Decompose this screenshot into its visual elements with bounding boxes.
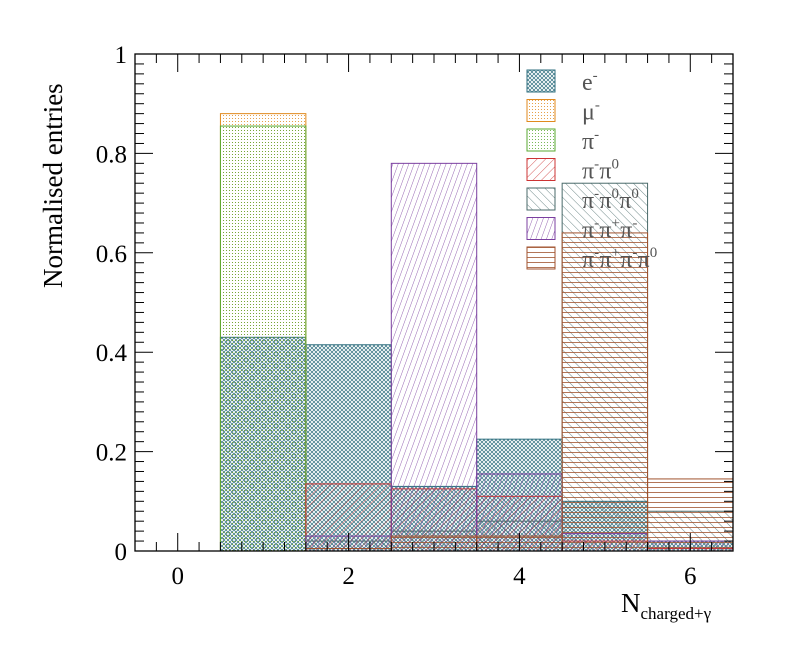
legend-swatch-e- — [526, 69, 556, 93]
x-axis-title-sub: charged+γ — [641, 604, 712, 623]
x-axis-title: Ncharged+γ — [621, 588, 712, 623]
legend-swatch-pi- — [526, 128, 556, 152]
y-tick-label: 0.6 — [96, 241, 127, 268]
x-tick-label: 6 — [684, 563, 697, 590]
bar-pi--bin1 — [219, 125, 307, 552]
legend-label-pi-pi+pi-: π- π+ π- — [582, 216, 637, 244]
y-tick-label: 0.4 — [96, 340, 128, 367]
series-pi-pi+pi- — [135, 162, 734, 552]
legend-label-mu-: μ- — [582, 98, 600, 126]
legend-label-pi-pi0pi0: π- π0 π0 — [582, 186, 639, 214]
y-tick-label: 1 — [115, 42, 128, 69]
x-axis-title-main: N — [621, 588, 641, 618]
x-tick-label: 0 — [171, 563, 184, 590]
y-tick-label: 0 — [115, 539, 128, 566]
legend-swatch-pi-pi+pi- — [526, 217, 556, 240]
x-tick-label: 2 — [342, 563, 355, 590]
x-tick-label: 4 — [513, 563, 526, 590]
plot-area — [135, 113, 734, 552]
y-axis-title: Normalised entries — [38, 83, 68, 288]
legend: e- μ- π- π- π0 π- π0 π0 π- π+ π- π- π+ π… — [526, 68, 657, 273]
legend-swatch-pi-pi0 — [526, 158, 556, 181]
legend-label-pi-pi+pi-pi0: π- π+ π- π0 — [582, 245, 657, 273]
legend-swatch-pi-pi0pi0 — [526, 187, 556, 211]
legend-label-e-: e- — [582, 68, 598, 96]
axes: 0 0.2 0.4 0.6 0.8 1 0 2 4 6 — [96, 42, 734, 590]
bar-pi-pi+pi-pi0-bin5 — [561, 232, 649, 552]
series-pi- — [135, 125, 733, 552]
bar-pi-pi+pi--bin3 — [390, 162, 478, 552]
legend-label-pi-: π- — [582, 127, 599, 155]
legend-swatch-mu- — [526, 99, 556, 122]
legend-swatch-pi-pi+pi-pi0 — [526, 246, 556, 270]
legend-label-pi-pi0: π- π0 — [582, 157, 619, 185]
y-tick-label: 0.2 — [96, 440, 127, 467]
y-tick-label: 0.8 — [96, 141, 127, 168]
